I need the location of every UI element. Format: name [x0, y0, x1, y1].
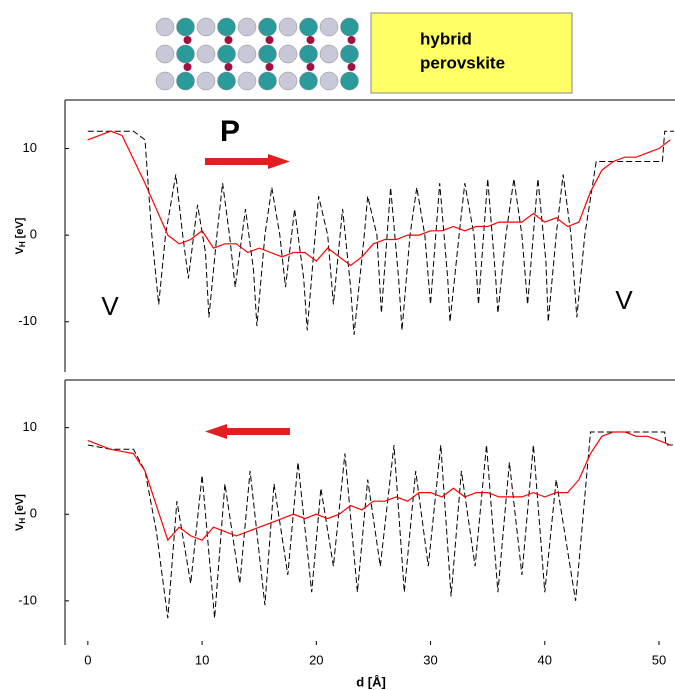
- atom: [340, 71, 359, 91]
- atom: [306, 36, 315, 44]
- x-tick-label: 20: [309, 652, 323, 667]
- y-tick-label: 0: [30, 506, 37, 521]
- crystal-structure: [155, 17, 359, 91]
- y-label-unit: [eV]: [14, 217, 26, 238]
- atom: [176, 44, 195, 64]
- y-tick-label: -10: [18, 313, 37, 328]
- atom: [347, 63, 356, 71]
- label-line: hybrid: [420, 29, 472, 48]
- atom: [319, 44, 339, 64]
- atom: [155, 44, 175, 64]
- atom: [299, 17, 318, 37]
- atom: [217, 17, 236, 37]
- atom: [340, 44, 359, 64]
- x-tick-label: 50: [652, 652, 666, 667]
- atom: [278, 71, 298, 91]
- label-line: perovskite: [420, 53, 505, 72]
- annotation: P: [220, 115, 240, 148]
- atom: [265, 36, 274, 44]
- atom: [217, 71, 236, 91]
- atom: [258, 17, 277, 37]
- atom: [155, 71, 175, 91]
- atom: [278, 17, 298, 37]
- atom: [224, 36, 233, 44]
- atom: [319, 17, 339, 37]
- annotation: V: [101, 291, 119, 321]
- atom: [155, 17, 175, 37]
- series-line: [87, 431, 674, 619]
- atom: [265, 63, 274, 71]
- x-tick-label: 10: [195, 652, 209, 667]
- y-tick-label: 10: [23, 140, 37, 155]
- atom: [224, 63, 233, 71]
- atom: [258, 71, 277, 91]
- y-axis-label: VH [eV]: [14, 217, 27, 254]
- x-axis-label: d [Å]: [356, 674, 386, 689]
- atom: [347, 36, 356, 44]
- atom: [299, 71, 318, 91]
- atom: [183, 36, 192, 44]
- y-label-sub: H: [18, 518, 27, 524]
- series-line: [87, 130, 674, 335]
- atom: [319, 71, 339, 91]
- atom: [176, 71, 195, 91]
- atom: [176, 17, 195, 37]
- arrow-left: [205, 424, 290, 439]
- series-line: [87, 130, 671, 267]
- y-label-main: V: [14, 523, 26, 531]
- atom: [258, 44, 277, 64]
- y-label-sub: H: [18, 241, 27, 247]
- atom: [196, 71, 216, 91]
- y-tick-label: 10: [23, 419, 37, 434]
- y-label-unit: [eV]: [14, 494, 26, 515]
- y-tick-label: 0: [30, 227, 37, 242]
- atom: [237, 71, 257, 91]
- atom: [306, 63, 315, 71]
- x-tick-label: 30: [423, 652, 437, 667]
- series-line: [87, 431, 671, 542]
- x-tick-label: 40: [538, 652, 552, 667]
- arrow-right: [205, 154, 290, 169]
- y-label-main: V: [14, 246, 26, 254]
- y-tick-label: -10: [18, 592, 37, 607]
- atom: [196, 44, 216, 64]
- x-tick-label: 0: [84, 652, 91, 667]
- atom: [237, 44, 257, 64]
- label-box: [370, 12, 573, 94]
- atom: [340, 17, 359, 37]
- annotation: V: [615, 285, 633, 315]
- atom: [183, 63, 192, 71]
- y-axis-label: VH [eV]: [14, 494, 27, 531]
- atom: [278, 44, 298, 64]
- atom: [217, 44, 236, 64]
- atom: [299, 44, 318, 64]
- atom: [237, 17, 257, 37]
- atom: [196, 17, 216, 37]
